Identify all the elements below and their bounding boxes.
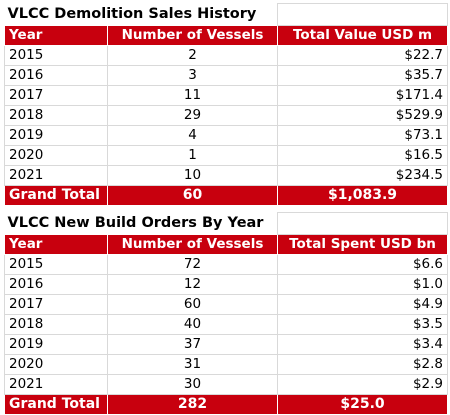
cell-vessels: 29 [106, 105, 279, 126]
table-row: 2021 30 $2.9 [4, 374, 448, 395]
cell-year: 2018 [4, 314, 108, 335]
cell-vessels: 72 [107, 254, 278, 275]
cell-spent: $6.6 [277, 254, 448, 275]
cell-vessels: 60 [107, 294, 278, 315]
cell-vessels: 2 [106, 45, 279, 66]
header-vessels: Number of Vessels [107, 234, 278, 255]
cell-year: 2019 [4, 125, 108, 146]
table-row: 2015 2 $22.7 [4, 45, 449, 66]
table-row: 2016 3 $35.7 [4, 65, 449, 86]
newbuild-total-row: Grand Total 282 $25.0 [4, 394, 448, 415]
table-row: 2018 29 $529.9 [4, 105, 449, 126]
cell-value: $35.7 [277, 65, 449, 86]
cell-year: 2019 [4, 334, 108, 355]
cell-vessels: 3 [106, 65, 279, 86]
spreadsheet: VLCC Demolition Sales History Year Numbe… [4, 3, 449, 415]
table-row: 2021 10 $234.5 [4, 165, 449, 186]
cell-year: 2021 [4, 374, 108, 395]
cell-value: $529.9 [277, 105, 449, 126]
newbuild-title: VLCC New Build Orders By Year [7, 214, 264, 231]
cell-vessels: 37 [107, 334, 278, 355]
cell-year: 2015 [4, 45, 108, 66]
empty-cell [277, 212, 448, 235]
demolition-total-row: Grand Total 60 $1,083.9 [4, 185, 449, 206]
cell-vessels: 30 [107, 374, 278, 395]
cell-spent: $1.0 [277, 274, 448, 295]
cell-spent: $2.8 [277, 354, 448, 375]
cell-year: 2016 [4, 274, 108, 295]
header-year: Year [4, 234, 108, 255]
demolition-title: VLCC Demolition Sales History [7, 5, 257, 22]
cell-spent: $4.9 [277, 294, 448, 315]
header-vessels: Number of Vessels [106, 25, 279, 46]
newbuild-title-row: VLCC New Build Orders By Year [5, 212, 448, 235]
table-row: 2018 40 $3.5 [4, 314, 448, 335]
cell-vessels: 12 [107, 274, 278, 295]
newbuild-table: VLCC New Build Orders By Year Year Numbe… [4, 212, 448, 415]
cell-spent: $3.4 [277, 334, 448, 355]
table-row: 2016 12 $1.0 [4, 274, 448, 295]
empty-cell [277, 3, 449, 26]
header-value: Total Value USD m [277, 25, 449, 46]
total-label: Grand Total [4, 185, 108, 206]
cell-year: 2020 [4, 354, 108, 375]
cell-vessels: 11 [106, 85, 279, 106]
total-value: $1,083.9 [277, 185, 449, 206]
table-row: 2017 11 $171.4 [4, 85, 449, 106]
newbuild-header-row: Year Number of Vessels Total Spent USD b… [4, 234, 448, 255]
cell-spent: $2.9 [277, 374, 448, 395]
table-row: 2019 37 $3.4 [4, 334, 448, 355]
table-row: 2020 1 $16.5 [4, 145, 449, 166]
cell-vessels: 1 [106, 145, 279, 166]
cell-vessels: 31 [107, 354, 278, 375]
cell-year: 2017 [4, 85, 108, 106]
table-row: 2020 31 $2.8 [4, 354, 448, 375]
cell-vessels: 40 [107, 314, 278, 335]
cell-value: $22.7 [277, 45, 449, 66]
cell-spent: $3.5 [277, 314, 448, 335]
header-year: Year [4, 25, 108, 46]
total-label: Grand Total [4, 394, 108, 415]
demolition-table: VLCC Demolition Sales History Year Numbe… [4, 3, 449, 206]
cell-year: 2020 [4, 145, 108, 166]
cell-vessels: 4 [106, 125, 279, 146]
table-row: 2017 60 $4.9 [4, 294, 448, 315]
total-vessels: 282 [107, 394, 278, 415]
cell-year: 2018 [4, 105, 108, 126]
header-spent: Total Spent USD bn [277, 234, 448, 255]
cell-value: $171.4 [277, 85, 449, 106]
table-row: 2019 4 $73.1 [4, 125, 449, 146]
total-vessels: 60 [106, 185, 279, 206]
cell-value: $73.1 [277, 125, 449, 146]
cell-year: 2016 [4, 65, 108, 86]
cell-value: $16.5 [277, 145, 449, 166]
cell-value: $234.5 [277, 165, 449, 186]
demolition-title-row: VLCC Demolition Sales History [5, 3, 449, 26]
demolition-header-row: Year Number of Vessels Total Value USD m [4, 25, 449, 46]
cell-year: 2021 [4, 165, 108, 186]
cell-year: 2015 [4, 254, 108, 275]
table-row: 2015 72 $6.6 [4, 254, 448, 275]
cell-vessels: 10 [106, 165, 279, 186]
cell-year: 2017 [4, 294, 108, 315]
total-spent: $25.0 [277, 394, 448, 415]
